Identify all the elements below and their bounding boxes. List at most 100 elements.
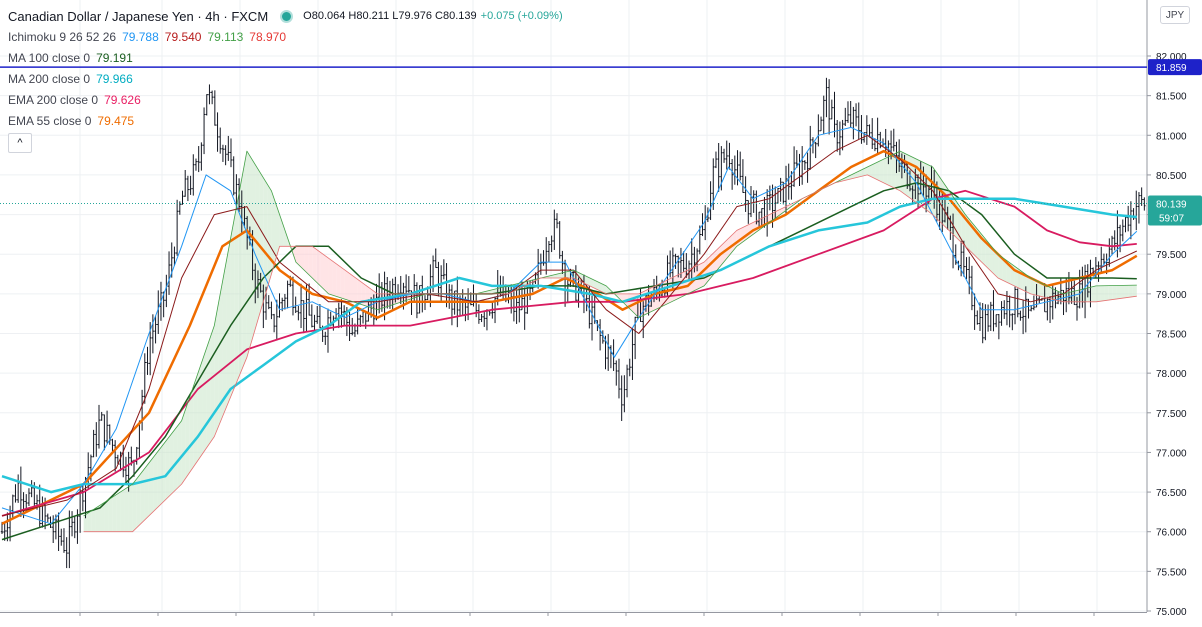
ichimoku-cloud-segment [336,264,341,298]
ichimoku-cloud-segment [263,177,268,302]
ichimoku-cloud-segment [1096,285,1101,302]
ichimoku-cloud-segment [565,271,570,278]
ichimoku-cloud-segment [104,500,109,532]
ichimoku-cloud-segment [344,270,349,301]
ichimoku-cloud-segment [1002,257,1007,282]
ichimoku-cloud-segment [944,184,950,231]
currency-button[interactable]: JPY [1160,6,1190,24]
horizontal-line-label-bg [1148,59,1202,76]
ichimoku-cloud-segment [348,273,354,302]
ichimoku-cloud-segment [867,165,872,177]
ichimoku-cloud-segment [189,385,194,473]
ichimoku-cloud-segment [246,151,252,358]
ichimoku-cloud-segment [1026,275,1031,294]
indicator-value: 79.626 [104,93,141,107]
ichimoku-cloud-segment [998,254,1003,280]
ichimoku-cloud-segment [255,164,260,330]
indicator-value: 79.113 [207,30,244,44]
ichimoku-cloud-segment [193,373,198,467]
ichimoku-cloud-segment [777,208,782,217]
ichimoku-cloud-segment [234,194,239,388]
ichimoku-cloud-segment [169,431,174,497]
ichimoku-cloud-segment [597,281,603,292]
ichimoku-cloud-segment [161,441,166,504]
ichimoku-cloud-segment [230,216,235,397]
price-change: +0.075 (+0.09%) [480,10,563,22]
ichimoku-cloud-segment [173,426,178,493]
ichimoku-cloud-segment [1120,285,1125,299]
ichimoku-cloud-segment [847,174,852,180]
indicator-label: Ichimoku 9 26 52 26 [8,30,117,44]
indicator-label: MA 200 close 0 [8,72,91,86]
series-line-kijun [1,134,1138,517]
ichimoku-cloud-segment [120,489,125,532]
y-tick-label: 75.500 [1156,567,1187,578]
indicator-value: 79.966 [96,72,133,86]
indicator-ma100[interactable]: MA 100 close 0 79.191 [8,48,563,69]
y-tick-label: 78.000 [1156,369,1187,380]
ichimoku-cloud-segment [357,278,362,305]
collapse-legend-button[interactable]: ^ [8,133,32,153]
ichimoku-cloud-segment [851,172,856,179]
ichimoku-cloud-segment [332,261,337,297]
ichimoku-cloud-segment [165,436,170,500]
ichimoku-cloud-segment [136,473,141,528]
ichimoku-cloud-segment [557,273,562,278]
ichimoku-cloud-segment [210,325,215,443]
ichimoku-cloud-segment [181,408,186,485]
ichimoku-cloud-segment [1128,285,1133,298]
symbol-title[interactable]: Canadian Dollar / Japanese Yen · 4h · FX… [8,9,269,24]
indicator-label: EMA 55 close 0 [8,114,92,128]
ichimoku-cloud-segment [716,246,721,272]
ichimoku-cloud-segment [304,246,309,275]
series-line-ema200 [1,189,1137,517]
ichimoku-cloud-segment [140,468,145,524]
series-line-span_b [83,174,1137,533]
ichimoku-cloud-segment [1116,285,1121,300]
ichimoku-cloud-segment [679,272,684,298]
ichimoku-cloud-segment [871,163,876,179]
ichimoku-cloud-segment [83,513,88,532]
ichimoku-cloud-segment [144,463,149,520]
ichimoku-cloud-segment [593,279,598,290]
indicator-ichimoku[interactable]: Ichimoku 9 26 52 26 79.788 79.540 79.113… [8,27,563,48]
ichimoku-cloud-segment [712,250,717,277]
ichimoku-cloud-segment [940,178,945,227]
ichimoku-cloud-segment [1047,285,1052,299]
y-tick-label: 77.000 [1156,448,1187,459]
y-tick-label: 82.000 [1156,52,1187,63]
ichimoku-cloud-segment [312,246,317,282]
current-price-label: 80.139 [1156,200,1187,211]
ohlc-values: O80.064 H80.211 L79.976 C80.139 [303,10,477,22]
horizontal-line-label: 81.859 [1156,63,1187,74]
y-tick-label: 79.500 [1156,250,1187,261]
indicator-ema55[interactable]: EMA 55 close 0 79.475 [8,111,563,132]
y-tick-label: 80.500 [1156,171,1187,182]
ichimoku-cloud-segment [299,246,305,271]
bar-countdown-label: 59:07 [1159,214,1184,225]
ichimoku-cloud-segment [1132,285,1137,297]
ichimoku-cloud-segment [128,484,133,532]
ichimoku-cloud-segment [1104,285,1109,301]
y-tick-label: 76.500 [1156,488,1187,499]
indicator-ema200[interactable]: EMA 200 close 0 79.626 [8,90,563,111]
ichimoku-cloud-segment [1030,278,1035,295]
ichimoku-cloud-segment [1100,285,1105,302]
y-tick-label: 81.500 [1156,92,1187,103]
ichimoku-cloud-segment [124,486,129,532]
ichimoku-cloud-segment [279,214,284,247]
ichimoku-cloud-segment [95,505,100,532]
ichimoku-cloud-segment [177,420,182,489]
ichimoku-cloud-segment [218,281,223,427]
indicator-ma200[interactable]: MA 200 close 0 79.966 [8,69,563,90]
series-line-span_a [83,150,1137,517]
ichimoku-cloud-segment [589,278,594,288]
indicator-value: 79.191 [96,51,133,65]
indicator-value: 78.970 [249,30,286,44]
chevron-up-icon: ^ [17,137,23,149]
ichimoku-cloud-segment [883,157,888,185]
y-tick-label: 76.000 [1156,528,1187,539]
market-status-icon [280,10,294,23]
